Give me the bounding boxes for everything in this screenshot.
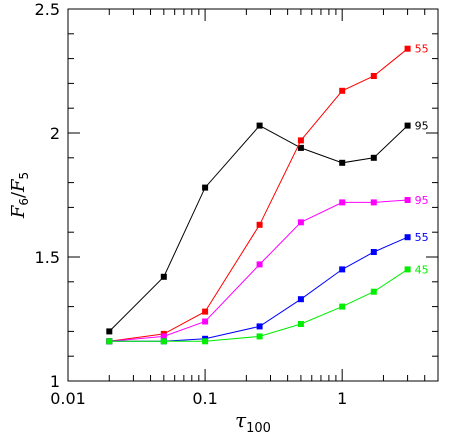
data-point [370,154,377,161]
data-point [339,303,346,310]
data-point [339,199,346,206]
y-axis-label: F6/F5 [8,172,31,219]
data-point [339,87,346,94]
y-axis-slash: / [8,191,29,198]
data-point [339,266,346,273]
x-tick-label: 1 [337,389,347,408]
data-point [256,221,263,228]
data-point [297,321,304,327]
data-point [202,308,209,315]
y-axis-numerator-subscript: 6 [17,198,31,206]
series-end-label: 95 [415,194,429,207]
plot-frame [67,8,439,382]
series-end-label: 45 [415,263,429,276]
series-end-label: 55 [415,231,429,244]
y-tick-label: 2 [50,124,60,143]
series-layer: 95 55 95 55 45 [106,43,429,345]
series-line [109,48,408,342]
y-tick-label: 1.5 [35,248,60,267]
x-axis-symbol: τ [235,408,247,432]
data-point [106,328,113,335]
y-axis-numerator: F [8,204,29,219]
data-point [106,338,113,345]
data-point [297,219,304,226]
series-end-label: 55 [415,43,429,56]
data-point [404,197,411,203]
series-line [109,199,408,342]
data-point [297,144,304,151]
data-point [256,323,263,330]
y-tick-label: 1 [50,372,60,391]
series-4: 45 [106,263,429,345]
data-point [404,266,411,273]
y-axis-denominator: F [8,178,29,193]
data-point [256,333,263,340]
x-axis-label: τ100 [235,408,271,434]
y-axis-denominator-subscript: 5 [17,172,31,180]
series-line [108,124,408,332]
data-point [404,45,411,52]
data-point [370,249,377,255]
data-point [202,338,209,345]
data-point [370,73,377,79]
data-point [404,122,411,129]
data-point [160,333,167,340]
data-point [339,159,346,166]
data-point [370,288,377,295]
data-point [297,137,304,144]
x-axis-subscript: 100 [246,421,271,434]
data-point [256,261,263,268]
series-end-label: 95 [415,120,429,133]
data-point [256,122,263,129]
series-1: 55 [106,43,429,345]
data-point [404,234,411,241]
series-line [109,268,408,342]
data-point [160,273,167,280]
data-point [202,184,209,191]
x-tick-label: 0.1 [192,389,217,408]
data-point [160,338,167,345]
x-tick-label: 0.01 [50,389,86,408]
series-2: 95 [106,194,429,345]
series-0: 95 [106,120,429,335]
data-point [202,318,209,325]
axis-ticks: 0.01 0.1 1 1 1.5 2 2.5 [35,0,439,408]
data-point [370,199,377,206]
data-point [297,296,304,303]
y-tick-label: 2.5 [35,0,60,19]
